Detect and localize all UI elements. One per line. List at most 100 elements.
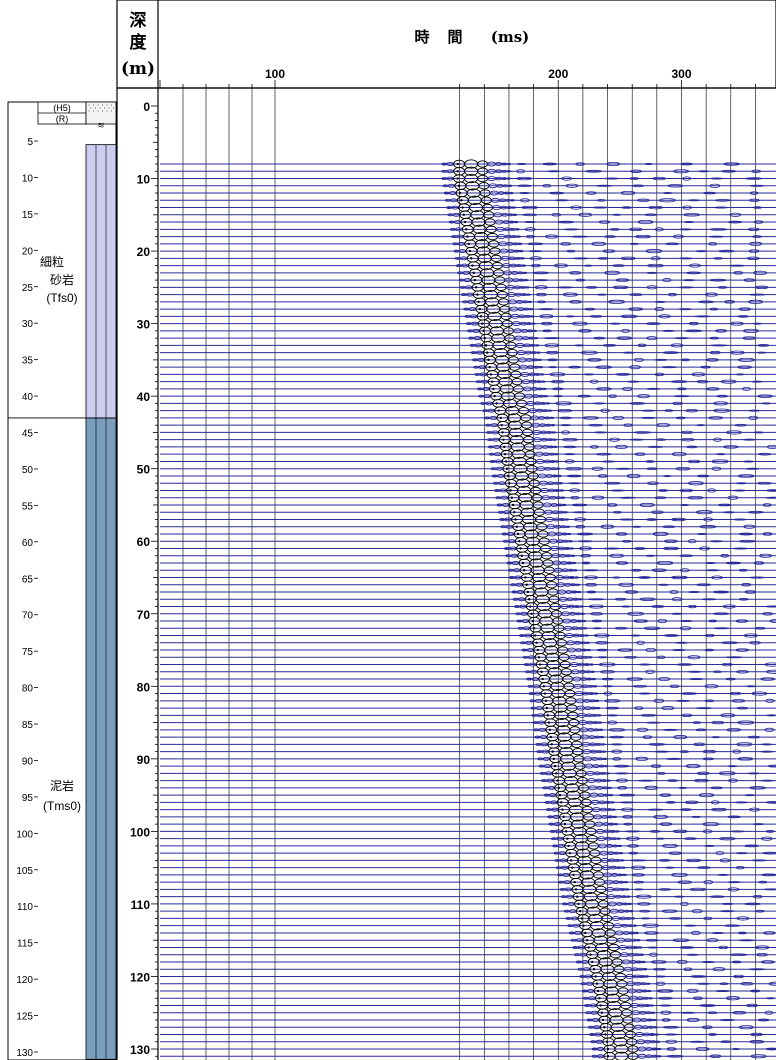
coda-lobe-46-2	[629, 438, 644, 441]
wavelet-lobe-124-8	[649, 1004, 655, 1007]
coda-lobe-56-1	[612, 510, 622, 514]
log-lithology-columns	[8, 144, 117, 1060]
coda-lobe-50-6	[745, 467, 760, 470]
log-unit-fill-1	[85, 417, 117, 1060]
coda-lobe-89-0	[611, 749, 623, 754]
first-break-marker-88	[550, 743, 554, 746]
coda-lobe-83-4	[736, 706, 749, 710]
coda-lobe-55-0	[571, 503, 588, 507]
coda-lobe-60-3	[687, 539, 697, 544]
coda-lobe-51-0	[566, 474, 582, 478]
first-break-marker-101	[566, 837, 569, 840]
coda-lobe-20-1	[566, 249, 576, 253]
wavelet-lobe-79-8	[591, 677, 597, 681]
coda-lobe-26-3	[628, 293, 643, 296]
coda-lobe-92-0	[614, 772, 629, 775]
coda-lobe-104-2	[685, 858, 702, 863]
coda-lobe-32-0	[543, 337, 561, 340]
coda-lobe-17-2	[609, 227, 620, 231]
coda-lobe-47-0	[562, 445, 577, 449]
wavelet-lobe-125-8	[650, 1011, 656, 1014]
first-break-marker-13	[460, 199, 463, 202]
coda-lobe-54-5	[727, 495, 739, 500]
log-depth-label-130: 130	[16, 1048, 33, 1059]
coda-lobe-121-0	[655, 981, 666, 986]
log-dot-2-3	[102, 110, 103, 112]
coda-lobe-72-0	[592, 627, 602, 630]
coda-lobe-75-3	[671, 649, 687, 652]
coda-lobe-54-1	[591, 495, 605, 500]
coda-lobe-35-4	[681, 358, 690, 362]
coda-lobe-127-1	[701, 1025, 713, 1029]
coda-lobe-127-2	[738, 1025, 754, 1030]
coda-lobe-63-5	[753, 561, 765, 565]
first-break-marker-9	[456, 170, 459, 173]
coda-lobe-51-4	[696, 474, 710, 478]
coda-lobe-26-5	[704, 292, 718, 297]
coda-lobe-128-2	[750, 1032, 763, 1037]
coda-lobe-67-2	[669, 589, 679, 595]
log-unit-label-1-1: (Tms0)	[43, 799, 81, 813]
coda-lobe-38-2	[626, 380, 640, 383]
coda-lobe-85-3	[711, 720, 725, 725]
coda-lobe-62-2	[645, 554, 656, 557]
coda-lobe-29-4	[658, 314, 671, 319]
coda-lobe-42-0	[557, 408, 573, 413]
coda-lobe-115-2	[706, 938, 719, 943]
coda-lobe-55-1	[606, 503, 618, 507]
wavelet-lobe-68-8	[577, 598, 583, 601]
geologic-log: (H5) (R) ≋ 5 10 15 20 25 30 35 40 45 50 55 60 65 70 75…	[7, 101, 117, 1060]
coda-lobe-83-0	[605, 706, 620, 710]
coda-lobe-41-2	[629, 402, 646, 405]
coda-lobe-88-0	[610, 743, 624, 746]
coda-lobe-8-2	[575, 162, 586, 166]
coda-lobe-94-1	[644, 785, 659, 790]
coda-lobe-9-5	[698, 170, 710, 173]
first-break-marker-99	[563, 822, 567, 826]
coda-lobe-13-3	[636, 198, 650, 202]
coda-lobe-88-4	[761, 743, 773, 746]
log-depth-ticks: 5 10 15 20 25 30 35 40 45 50 55 60 65 70 75 80 85 90 95 100…	[16, 137, 38, 1059]
log-dot-1-5	[113, 107, 114, 109]
coda-lobe-24-5	[709, 278, 727, 282]
coda-lobe-14-5	[682, 205, 692, 210]
coda-lobe-27-2	[608, 299, 626, 304]
wavelet-lobe-26-8	[525, 293, 531, 296]
coda-lobe-120-0	[654, 975, 667, 978]
first-break-marker-39	[492, 387, 495, 391]
coda-lobe-128-0	[664, 1033, 678, 1036]
first-break-marker-96	[559, 801, 563, 804]
wavelet-lobe-121-8	[645, 982, 651, 985]
coda-lobe-34-0	[545, 350, 559, 355]
time-tick-label-200: 200	[548, 67, 568, 81]
coda-lobe-86-2	[662, 728, 679, 731]
wavelet-lobe-90-8	[602, 757, 608, 760]
first-break-marker-32	[483, 336, 486, 340]
coda-lobe-64-3	[679, 568, 690, 573]
coda-lobe-47-5	[722, 445, 739, 449]
first-break-marker-52	[508, 482, 511, 485]
coda-lobe-86-0	[608, 728, 626, 732]
wavelet-lobe-120-8	[644, 975, 650, 978]
depth-tick-label-120: 120	[130, 970, 150, 984]
coda-lobe-87-0	[609, 735, 625, 739]
coda-lobe-8-0	[516, 163, 528, 166]
coda-lobe-43-2	[612, 415, 625, 420]
log-depth-label-60: 60	[22, 538, 34, 549]
coda-lobe-129-1	[689, 1040, 706, 1043]
coda-lobe-28-2	[628, 307, 644, 311]
wavelet-lobe-22-8	[520, 264, 526, 267]
coda-lobe-112-2	[703, 916, 713, 921]
first-break-marker-109	[576, 895, 579, 898]
wavelet-lobe-103-8	[618, 851, 624, 855]
coda-lobe-116-3	[755, 945, 770, 950]
coda-lobe-46-6	[743, 438, 756, 441]
coda-lobe-35-3	[654, 358, 668, 361]
coda-lobe-68-0	[587, 598, 605, 601]
coda-lobe-62-4	[720, 554, 730, 558]
coda-lobe-35-0	[547, 358, 558, 362]
coda-lobe-85-2	[692, 721, 702, 724]
coda-lobe-23-1	[569, 271, 582, 275]
coda-lobe-103-4	[762, 851, 776, 855]
first-break-marker-25	[474, 286, 478, 289]
